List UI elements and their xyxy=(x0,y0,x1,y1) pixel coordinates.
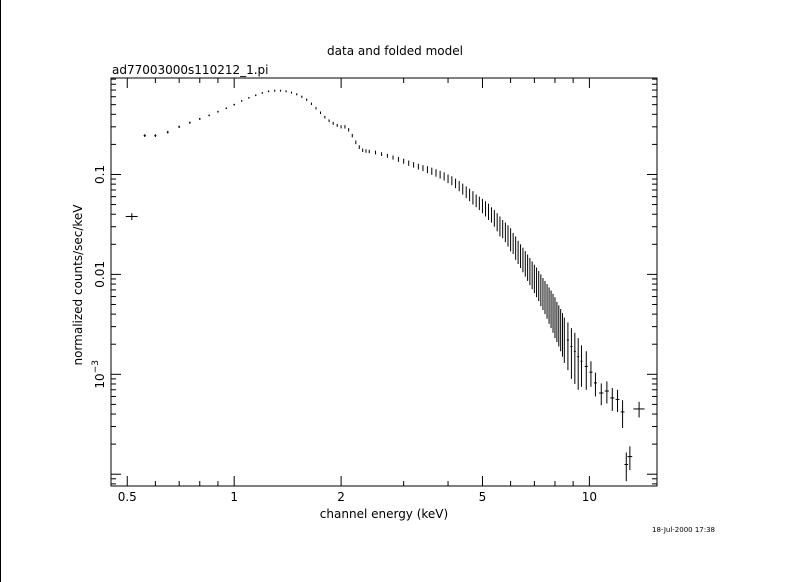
data-point xyxy=(310,102,312,105)
data-point xyxy=(279,89,282,92)
data-point xyxy=(599,383,604,406)
data-point xyxy=(403,158,405,164)
data-points xyxy=(125,89,645,482)
plot-frame xyxy=(110,77,658,487)
data-point xyxy=(261,92,263,94)
y-tick-label: 0.1 xyxy=(93,165,107,184)
data-point xyxy=(340,125,342,129)
data-point xyxy=(166,130,169,134)
tick-labels: 0.5 1 2 5 10 0.1 0.01 10−3 xyxy=(91,165,597,504)
left-edge-rule xyxy=(0,0,1,582)
data-point xyxy=(320,111,322,115)
data-point xyxy=(198,117,201,120)
data-point xyxy=(362,148,364,152)
y-tick-label: 10−3 xyxy=(91,360,107,389)
data-point xyxy=(580,345,583,387)
data-point xyxy=(566,322,569,371)
data-point xyxy=(620,400,625,429)
data-point xyxy=(178,125,181,128)
data-point xyxy=(397,156,399,162)
data-point xyxy=(358,145,360,149)
data-point xyxy=(267,90,270,93)
data-point xyxy=(208,114,210,117)
data-point xyxy=(593,372,597,397)
data-point xyxy=(285,90,287,93)
data-point xyxy=(365,149,367,153)
data-point xyxy=(154,134,157,138)
x-tick-label: 5 xyxy=(479,490,487,504)
data-point xyxy=(381,152,383,157)
data-point xyxy=(225,107,227,110)
chart-subtitle: ad77003000s110212_1.pi xyxy=(112,63,269,77)
data-point xyxy=(604,381,609,404)
data-point xyxy=(315,107,317,110)
data-point xyxy=(573,332,576,384)
data-point xyxy=(589,361,593,387)
data-point xyxy=(355,140,357,145)
timestamp: 18-Jul-2000 17:38 xyxy=(652,526,716,534)
data-point xyxy=(217,110,219,113)
data-point xyxy=(255,94,257,97)
data-point xyxy=(336,123,338,127)
x-tick-label: 0.5 xyxy=(118,490,137,504)
data-point xyxy=(324,115,326,119)
data-point xyxy=(301,95,303,98)
data-point xyxy=(328,119,330,123)
data-point xyxy=(386,153,388,158)
x-tick-label: 2 xyxy=(337,490,345,504)
chart-title: data and folded model xyxy=(327,44,463,58)
y-tick-label: 0.01 xyxy=(93,261,107,288)
data-point xyxy=(290,91,293,94)
data-point xyxy=(125,213,138,221)
data-point xyxy=(624,452,629,482)
axis-ticks xyxy=(111,78,657,486)
data-point xyxy=(610,387,615,411)
data-point xyxy=(143,134,146,138)
data-point xyxy=(351,133,353,138)
y-axis-label: normalized counts/sec/keV xyxy=(71,204,85,366)
data-point xyxy=(296,93,298,96)
data-point xyxy=(627,446,633,471)
data-point xyxy=(615,389,620,412)
data-point xyxy=(233,103,235,106)
data-point xyxy=(368,149,370,154)
data-point xyxy=(332,121,334,125)
data-point xyxy=(274,89,276,92)
data-point xyxy=(633,401,645,418)
data-point xyxy=(570,328,573,379)
x-tick-label: 1 xyxy=(230,490,238,504)
data-point xyxy=(248,97,250,99)
data-point xyxy=(584,351,588,390)
data-point xyxy=(392,155,394,160)
data-point xyxy=(240,100,243,102)
data-point xyxy=(375,150,377,155)
data-point xyxy=(306,98,308,101)
x-axis-label: channel energy (keV) xyxy=(319,507,449,521)
x-tick-label: 10 xyxy=(582,490,597,504)
data-point xyxy=(188,121,191,124)
data-point xyxy=(348,128,350,132)
data-point xyxy=(577,338,580,390)
data-point xyxy=(344,125,346,129)
